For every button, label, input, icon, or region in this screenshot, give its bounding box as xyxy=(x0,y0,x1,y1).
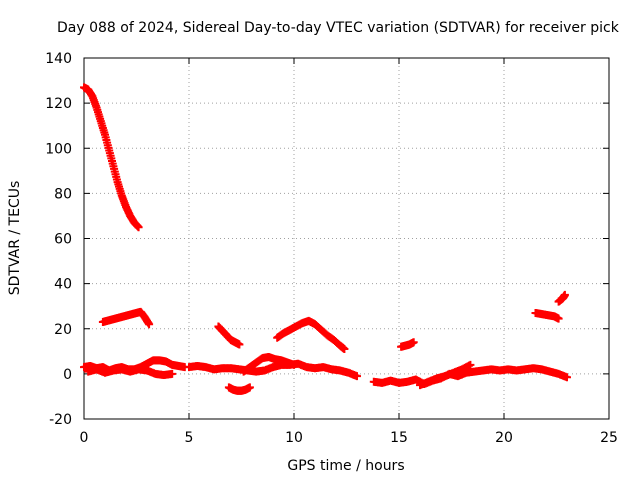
grid-lines xyxy=(84,58,609,419)
x-tick-label: 10 xyxy=(285,430,303,446)
series-track-6 xyxy=(239,352,298,376)
x-tick-label: 25 xyxy=(600,430,618,446)
y-axis: -20 0 20 40 60 80 100 120 140 xyxy=(45,51,609,428)
data-point xyxy=(554,314,563,323)
y-tick-label: 0 xyxy=(63,367,72,383)
series-track-13 xyxy=(531,308,563,323)
data-point xyxy=(340,345,349,354)
data-point xyxy=(290,360,298,369)
chart-title: Day 088 of 2024, Sidereal Day-to-day VTE… xyxy=(57,20,620,36)
series-track-11 xyxy=(416,360,475,390)
y-tick-label: 120 xyxy=(45,96,72,112)
series-track-8 xyxy=(224,383,254,395)
series-track-14 xyxy=(554,290,569,306)
data-point xyxy=(134,223,143,232)
data-point xyxy=(560,290,569,299)
y-tick-label: 60 xyxy=(54,232,72,248)
data-point xyxy=(563,373,571,382)
data-point xyxy=(235,340,244,349)
y-tick-label: 100 xyxy=(45,141,72,157)
data-point xyxy=(245,383,254,392)
y-axis-label: SDTVAR / TECUs xyxy=(7,181,23,296)
y-tick-label: 20 xyxy=(54,322,72,338)
x-tick-label: 0 xyxy=(80,430,89,446)
data-points xyxy=(80,83,571,395)
y-tick-label: 140 xyxy=(45,51,72,67)
data-point xyxy=(145,320,154,329)
series-track-12 xyxy=(397,338,418,351)
y-tick-label: 40 xyxy=(54,277,72,293)
data-point xyxy=(168,369,177,378)
data-point xyxy=(409,338,418,347)
series-track-7 xyxy=(214,322,244,349)
x-tick-label: 15 xyxy=(390,430,408,446)
x-tick-label: 20 xyxy=(495,430,513,446)
series-track-1 xyxy=(80,83,143,232)
x-tick-label: 5 xyxy=(185,430,194,446)
series-track-2 xyxy=(98,307,154,329)
series-track-9 xyxy=(273,316,349,354)
data-point xyxy=(466,360,475,369)
series-track-5 xyxy=(185,359,361,381)
x-axis: 0 5 10 15 20 25 xyxy=(80,58,618,446)
y-tick-label: -20 xyxy=(49,412,72,428)
y-tick-label: 80 xyxy=(54,186,72,202)
series-track-4 xyxy=(84,365,177,380)
x-axis-label: GPS time / hours xyxy=(287,458,404,474)
data-point xyxy=(353,372,361,381)
